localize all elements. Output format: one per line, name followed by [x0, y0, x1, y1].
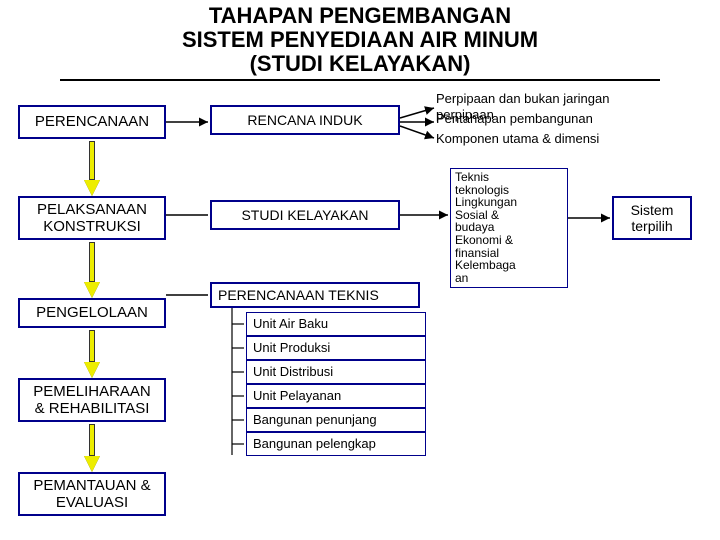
text-perpipaan: Perpipaan dan bukan jaringan — [436, 92, 696, 106]
text-pentahapan: Pentahapan pembangunan — [436, 112, 696, 126]
page-title: TAHAPAN PENGEMBANGAN SISTEM PENYEDIAAN A… — [60, 0, 660, 81]
left-box-pengelolaan: PENGELOLAAN — [18, 298, 166, 328]
connectors — [0, 0, 720, 540]
left-box-pelaksanaan: PELAKSANAAN KONSTRUKSI — [18, 196, 166, 240]
down-arrow-stem — [89, 141, 95, 180]
unit-box-unit_distribusi: Unit Distribusi — [246, 360, 426, 384]
down-arrow-stem — [89, 242, 95, 282]
down-arrow-tip — [84, 362, 100, 378]
down-arrow-tip — [84, 282, 100, 298]
down-arrow-tip — [84, 180, 100, 196]
unit-box-bangunan_penunjang: Bangunan penunjang — [246, 408, 426, 432]
criteria-box: TeknisteknologisLingkunganSosial &budaya… — [450, 168, 568, 288]
mid-box-studi_kelayakan: STUDI KELAYAKAN — [210, 200, 400, 230]
unit-box-unit_pelayanan: Unit Pelayanan — [246, 384, 426, 408]
criteria-item: Kelembaga — [455, 259, 563, 272]
criteria-item: an — [455, 272, 563, 285]
criteria-item: Teknis — [455, 171, 563, 184]
left-box-pemeliharaan: PEMELIHARAAN & REHABILITASI — [18, 378, 166, 422]
unit-box-bangunan_pelengkap: Bangunan pelengkap — [246, 432, 426, 456]
criteria-item: Lingkungan — [455, 196, 563, 209]
criteria-item: Ekonomi & — [455, 234, 563, 247]
unit-box-unit_air_baku: Unit Air Baku — [246, 312, 426, 336]
down-arrow-tip — [84, 456, 100, 472]
result-box: Sistem terpilih — [612, 196, 692, 240]
left-box-perencanaan: PERENCANAAN — [18, 105, 166, 139]
left-box-pemantauan: PEMANTAUAN & EVALUASI — [18, 472, 166, 516]
mid-box-rencana_induk: RENCANA INDUK — [210, 105, 400, 135]
text-komponen: Komponen utama & dimensi — [436, 132, 696, 146]
down-arrow-stem — [89, 330, 95, 362]
mid-box-perencanaan_teknis: PERENCANAAN TEKNIS — [210, 282, 420, 308]
down-arrow-stem — [89, 424, 95, 456]
unit-box-unit_produksi: Unit Produksi — [246, 336, 426, 360]
